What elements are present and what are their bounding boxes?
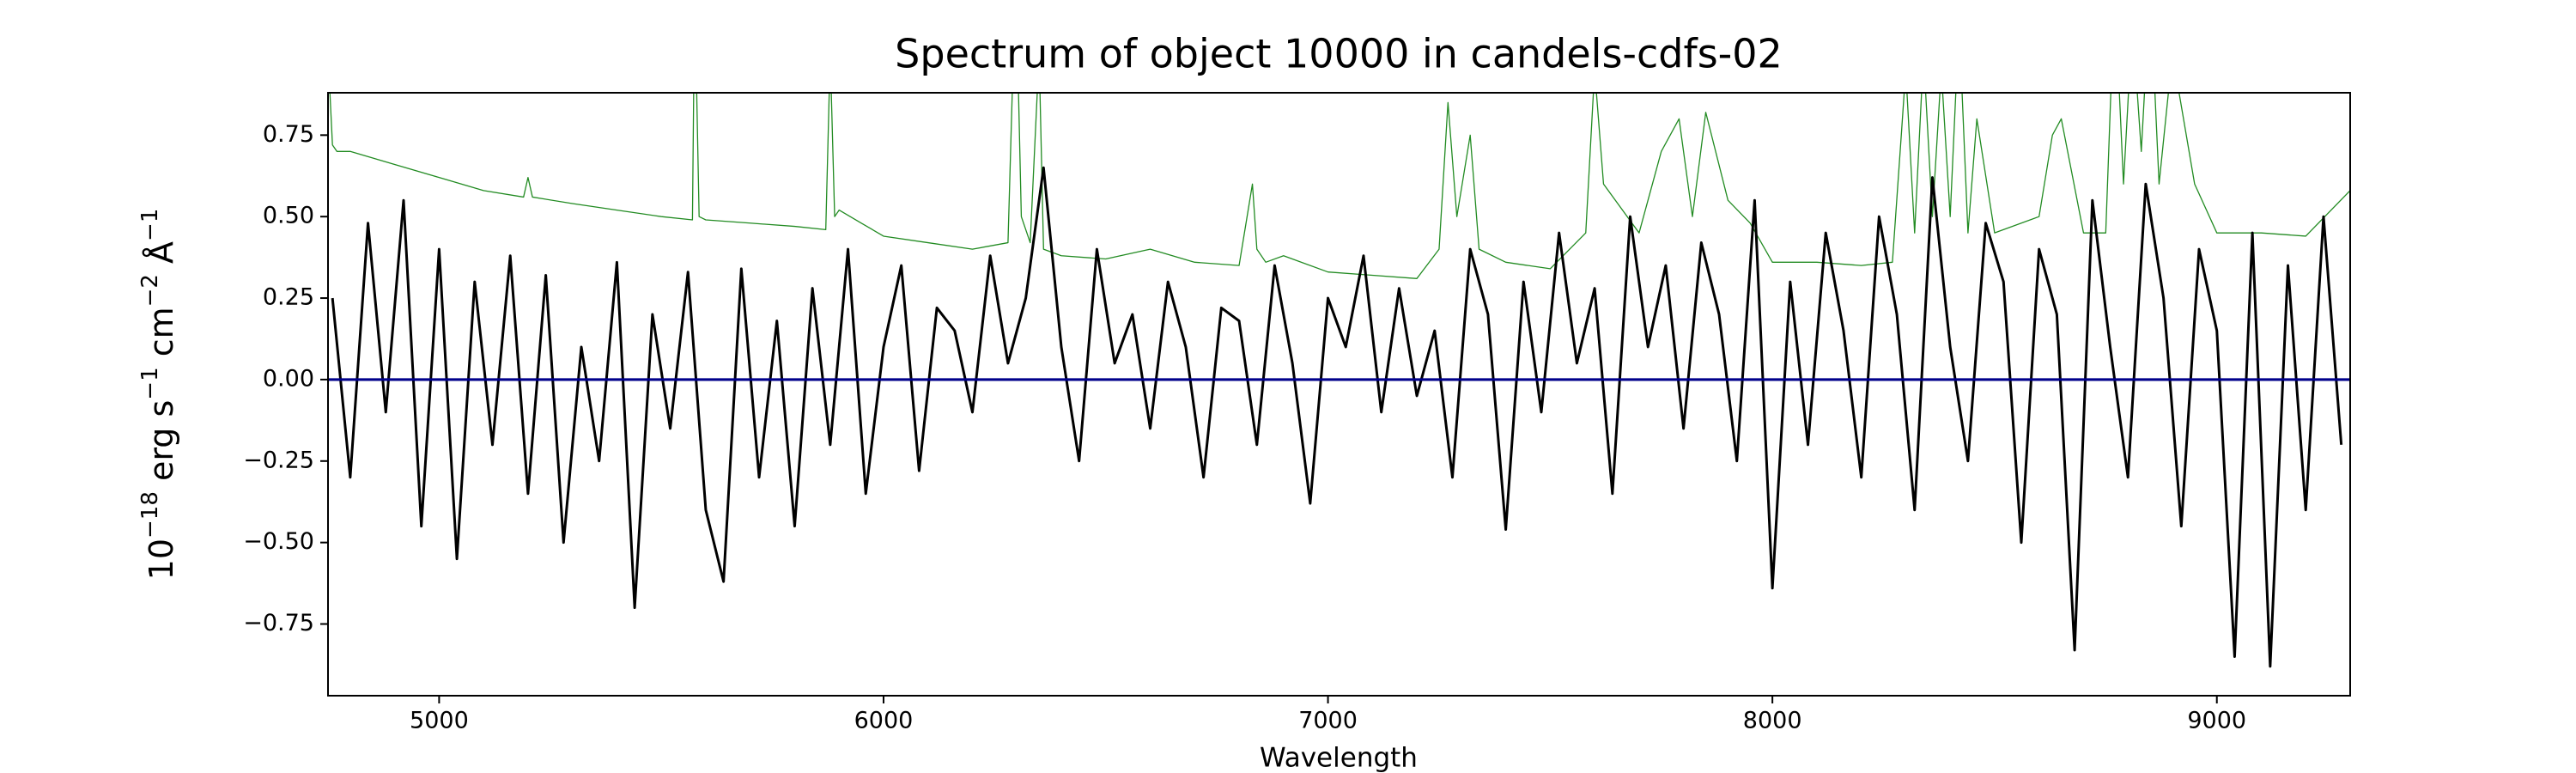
y-label-exponent: −1 [137, 367, 163, 399]
y-tick-label: 0.50 [263, 203, 314, 229]
y-label-text: 10 [143, 539, 180, 580]
y-label-exponent: −1 [137, 209, 163, 241]
plot-area [328, 93, 2350, 668]
spectrum-line [331, 166, 2343, 668]
x-tick-label: 8000 [1743, 708, 1802, 734]
spectrum-line [329, 93, 2350, 279]
y-label-text: Å [143, 241, 180, 274]
y-tick-label: 0.00 [263, 365, 314, 392]
y-label-exponent: −18 [137, 491, 163, 539]
y-axis-label: 10−18 erg s−1 cm−2 Å−1 [137, 209, 180, 581]
chart-title: Spectrum of object 10000 in candels-cdfs… [895, 31, 1783, 77]
y-label-exponent: −2 [137, 274, 163, 307]
x-tick-label: 6000 [854, 708, 914, 734]
y-tick-label: −0.50 [243, 528, 314, 555]
y-label-text: cm [143, 307, 180, 367]
x-tick-label: 5000 [410, 708, 469, 734]
y-tick-label: −0.75 [243, 610, 314, 636]
y-tick-label: 0.75 [263, 121, 314, 148]
y-tick-label: −0.25 [243, 447, 314, 473]
x-tick-label: 9000 [2187, 708, 2246, 734]
x-tick-label: 7000 [1298, 708, 1358, 734]
y-tick-label: 0.25 [263, 284, 314, 311]
axes-frame [327, 92, 2351, 697]
x-axis-label: Wavelength [1260, 743, 1418, 773]
y-label-text: erg s [143, 400, 180, 491]
